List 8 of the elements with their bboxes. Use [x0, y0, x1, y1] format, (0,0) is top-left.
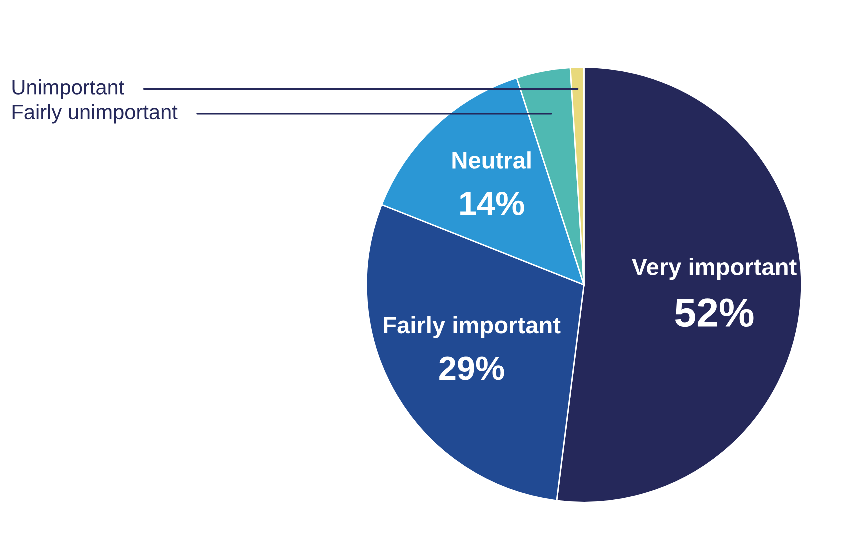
slice-label: Fairly important: [384, 316, 561, 338]
slice-label: Neutral: [452, 152, 531, 169]
data-label: 29%: [440, 356, 504, 380]
slice-label: Fairly unimportant: [12, 104, 178, 124]
slice-label: Unimportant: [12, 80, 124, 99]
data-label: 52%: [675, 298, 754, 328]
data-label: 14%: [460, 192, 524, 216]
slice-label: Very important: [632, 258, 797, 280]
